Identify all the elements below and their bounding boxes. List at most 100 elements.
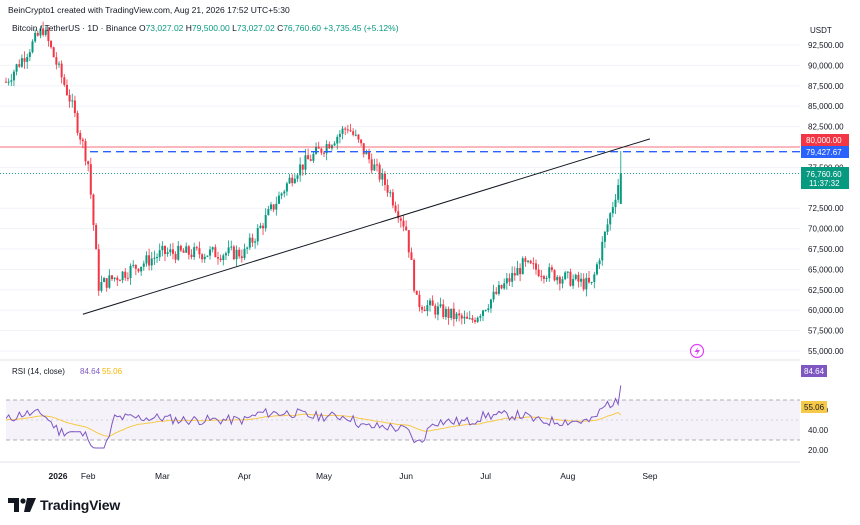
candle-body	[444, 308, 447, 318]
candle-body	[362, 143, 365, 155]
candle-body	[402, 220, 405, 227]
candle-body	[81, 139, 84, 142]
candle-body	[277, 195, 280, 204]
candle-body	[577, 274, 580, 282]
candle-body	[171, 249, 174, 254]
price-grid	[0, 44, 800, 352]
candle-body	[381, 173, 384, 180]
candle-body	[15, 64, 18, 72]
candle-body	[23, 58, 26, 62]
candle-body	[328, 144, 331, 149]
candle-body	[132, 264, 135, 266]
candle-body	[426, 305, 429, 312]
price-tick-label: 85,000.00	[808, 102, 844, 111]
candle-body	[471, 318, 474, 321]
candle-body	[190, 254, 193, 258]
candle-body	[47, 29, 50, 42]
candle-body	[460, 315, 463, 319]
candle-body	[601, 241, 604, 261]
candle-body	[235, 249, 238, 260]
candle-body	[169, 249, 172, 253]
candle-body	[434, 305, 437, 315]
candle-body	[134, 264, 137, 269]
candle-body	[463, 316, 466, 319]
candle-body	[521, 258, 524, 275]
candle-body	[148, 255, 151, 266]
candle-body	[598, 260, 601, 265]
candle-body	[118, 280, 121, 282]
candle-body	[63, 77, 66, 85]
candle-body	[317, 146, 320, 149]
change-value: +3,735.45 (+5.12%)	[323, 23, 399, 33]
candle-body	[211, 247, 214, 250]
candle-body	[376, 164, 378, 166]
candle-body	[609, 213, 612, 225]
candle-body	[603, 231, 606, 242]
candle-body	[145, 255, 148, 264]
candle-body	[84, 141, 87, 162]
price-tick-label: 55,000.00	[808, 347, 844, 356]
candle-body	[275, 203, 278, 210]
candle-body	[262, 225, 265, 229]
candle-body	[333, 143, 336, 146]
candle-body	[166, 252, 169, 254]
lightning-icon[interactable]	[689, 343, 705, 359]
tradingview-logo[interactable]: TradingView	[8, 497, 120, 513]
candle-body	[224, 253, 227, 256]
time-tick-label: Aug	[560, 471, 575, 481]
candle-body	[309, 159, 312, 161]
candle-body	[532, 263, 535, 265]
low-value: 73,027.02	[236, 23, 275, 33]
candle-body	[619, 173, 622, 204]
candle-body	[495, 291, 498, 294]
candle-body	[550, 267, 553, 271]
candle-body	[447, 308, 450, 318]
candles	[5, 21, 622, 327]
candle-body	[524, 258, 527, 262]
candle-body	[153, 257, 156, 259]
close-value: 76,760.60	[283, 23, 322, 33]
badge-blue-79427: 79,427.67	[801, 146, 849, 158]
candle-body	[87, 161, 90, 165]
candle-body	[179, 245, 182, 251]
candle-body	[240, 256, 243, 259]
high-value: 79,500.00	[191, 23, 230, 33]
candle-body	[431, 300, 434, 306]
candle-body	[18, 64, 21, 67]
candle-body	[259, 225, 262, 229]
candle-body	[177, 245, 180, 260]
candle-body	[368, 151, 371, 160]
candle-body	[103, 278, 106, 283]
candle-body	[20, 58, 23, 67]
candle-body	[386, 184, 389, 193]
candle-body	[452, 308, 455, 320]
candle-body	[26, 56, 29, 62]
candle-body	[315, 146, 318, 154]
candle-body	[529, 260, 532, 264]
candle-body	[7, 81, 10, 83]
rsi-label: RSI (14, close)	[12, 367, 65, 376]
candle-body	[68, 94, 71, 102]
candle-body	[113, 277, 116, 280]
candle-body	[10, 80, 13, 82]
candle-body	[232, 246, 235, 260]
candle-body	[436, 306, 439, 315]
candle-body	[503, 283, 506, 289]
candle-body	[548, 267, 551, 278]
candle-body	[561, 279, 564, 284]
candle-body	[65, 84, 68, 95]
candle-body	[487, 308, 490, 311]
candle-body	[325, 144, 328, 154]
candle-body	[569, 271, 572, 286]
candle-body	[383, 173, 386, 185]
candle-body	[511, 273, 514, 282]
candle-body	[389, 192, 392, 194]
candle-body	[214, 247, 217, 258]
candle-body	[484, 310, 487, 312]
candle-body	[198, 248, 201, 255]
candle-body	[111, 275, 113, 280]
candle-body	[399, 218, 402, 221]
candle-body	[28, 52, 31, 57]
candle-body	[378, 164, 381, 180]
